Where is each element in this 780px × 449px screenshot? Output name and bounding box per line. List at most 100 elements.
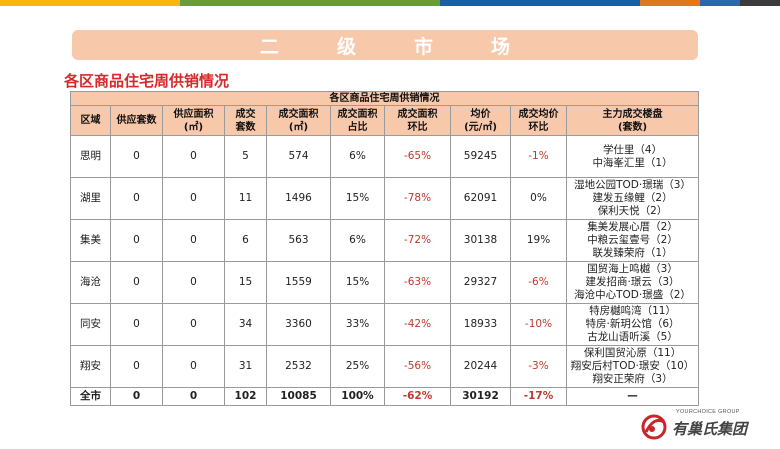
project-item: 特房·新玥公馆（6） (585, 318, 680, 330)
cell-area-share: 15% (330, 261, 385, 304)
project-item: 建发五缘鲤（2） (592, 192, 673, 204)
total-cell-area-share: 100% (330, 387, 385, 406)
column-header-line: 成交 (235, 108, 256, 120)
project-item: 联发臻荣府（1） (592, 247, 673, 259)
column-header: 成交面积 占比 (330, 105, 385, 136)
table-row: 翔安 0 0 31 2532 25% -56% 20244 -3% 保利国贸沁原（11） 翔安后村T… (70, 345, 700, 388)
column-header-line: 环比 (407, 121, 428, 133)
table-row: 同安 0 0 34 3360 33% -42% 18933 -10% 特房樾鸣湾（11） 特房·新玥… (70, 303, 700, 346)
cell-district: 湖里 (70, 177, 111, 220)
column-header: 成交 套数 (224, 105, 267, 136)
table-row: 集美 0 0 6 563 6% -72% 30138 19% 集美发展心厝（2） 中粮云玺壹号（2）… (70, 219, 700, 262)
project-item: 建发招商·璟云（3） (585, 276, 680, 288)
cell-area-mom: -63% (384, 261, 451, 304)
column-header-line: (㎡) (183, 121, 204, 133)
cell-avg-price: 59245 (450, 135, 511, 178)
project-item: 海沧中心TOD·璟盛（2） (574, 289, 691, 301)
cell-supply-area: 0 (162, 219, 225, 262)
table-row: 海沧 0 0 15 1559 15% -63% 29327 -6% 国贸海上鸣樾（3） 建发招商·璟… (70, 261, 700, 304)
column-header: 均价 (元/㎡) (450, 105, 511, 136)
table-row: 湖里 0 0 11 1496 15% -78% 62091 0% 湿地公园TOD·璟瑞（3） 建发五… (70, 177, 700, 220)
cell-deal-area: 3360 (266, 303, 331, 346)
cell-price-mom: -10% (510, 303, 567, 346)
column-header-line: 套数 (235, 121, 256, 133)
cell-supply-area: 0 (162, 261, 225, 304)
cell-avg-price: 29327 (450, 261, 511, 304)
cell-supply-units: 0 (110, 345, 163, 388)
section-title: 各区商品住宅周供销情况 (64, 72, 230, 90)
table-header-row: 区域 供应套数 供应面积 (㎡) 成交 套数 成交面积 (㎡) 成交面积 占比 成交面积 环比 均价 (元… (70, 105, 700, 136)
cell-district: 同安 (70, 303, 111, 346)
column-header: 成交均价 环比 (510, 105, 567, 136)
cell-projects: 湿地公园TOD·璟瑞（3） 建发五缘鲤（2） 保利天悦（2） (565, 177, 700, 220)
total-cell-deal-units: 102 (224, 387, 267, 406)
cell-avg-price: 62091 (450, 177, 511, 220)
column-header-line: 主力成交楼盘 (602, 108, 663, 120)
logo-english: YOURCHOICE GROUP (676, 409, 740, 415)
project-item: 中海峯汇里（1） (592, 156, 673, 169)
column-header: 成交面积 环比 (384, 105, 451, 136)
cell-projects: 国贸海上鸣樾（3） 建发招商·璟云（3） 海沧中心TOD·璟盛（2） (565, 261, 700, 304)
banner-title: 二级市场 (259, 35, 568, 58)
column-header-line: 区域 (80, 115, 101, 126)
project-item: 保利天悦（2） (597, 205, 668, 217)
cell-area-share: 33% (330, 303, 385, 346)
cell-projects: 集美发展心厝（2） 中粮云玺壹号（2） 联发臻荣府（1） (565, 219, 700, 262)
cell-area-share: 15% (330, 177, 385, 220)
cell-price-mom: 0% (510, 177, 567, 220)
cell-area-mom: -56% (384, 345, 451, 388)
cell-area-mom: -78% (384, 177, 451, 220)
cell-area-mom: -65% (384, 135, 451, 178)
top-color-bar (0, 0, 780, 6)
cell-district: 翔安 (70, 345, 111, 388)
supply-sales-table: 各区商品住宅周供销情况 区域 供应套数 供应面积 (㎡) 成交 套数 成交面积 (㎡) 成交面积… (69, 91, 700, 406)
total-cell-projects: — (565, 387, 700, 406)
cell-supply-units: 0 (110, 261, 163, 304)
top-bar-segment (440, 0, 570, 6)
cell-projects: 特房樾鸣湾（11） 特房·新玥公馆（6） 古龙山语听溪（5） (565, 303, 700, 346)
column-header-line: (元/㎡) (464, 121, 497, 133)
table-caption: 各区商品住宅周供销情况 (69, 91, 700, 106)
total-cell-area-mom: -62% (384, 387, 451, 406)
column-header: 区域 (70, 105, 111, 136)
project-item: 集美发展心厝（2） (587, 221, 678, 233)
cell-projects: 保利国贸沁原（11） 翔安后村TOD·璟安（10） 翔安正荣府（3） (565, 345, 700, 388)
cell-avg-price: 20244 (450, 345, 511, 388)
cell-supply-area: 0 (162, 303, 225, 346)
section-banner: 二级市场 (72, 30, 698, 60)
top-bar-segment (320, 0, 440, 6)
cell-supply-units: 0 (110, 177, 163, 220)
cell-price-mom: 19% (510, 219, 567, 262)
company-logo (641, 414, 667, 440)
cell-price-mom: -1% (510, 135, 567, 178)
top-bar-segment (570, 0, 640, 6)
cell-deal-area: 563 (266, 219, 331, 262)
cell-area-share: 6% (330, 135, 385, 178)
cell-deal-units: 11 (224, 177, 267, 220)
column-header-line: 均价 (470, 108, 491, 120)
column-header: 供应套数 (110, 105, 163, 136)
column-header: 供应面积 (㎡) (162, 105, 225, 136)
cell-district: 思明 (70, 135, 111, 178)
cell-district: 海沧 (70, 261, 111, 304)
total-cell-price-mom: -17% (510, 387, 567, 406)
cell-price-mom: -6% (510, 261, 567, 304)
total-cell-supply-area: 0 (162, 387, 225, 406)
table-row: 思明 0 0 5 574 6% -65% 59245 -1% 学仕里（4） 中海峯汇里（1） (70, 135, 700, 178)
cell-avg-price: 30138 (450, 219, 511, 262)
cell-district: 集美 (70, 219, 111, 262)
cell-deal-area: 2532 (266, 345, 331, 388)
cell-supply-area: 0 (162, 135, 225, 178)
column-header-line: 成交面积 (278, 108, 319, 120)
cell-area-share: 6% (330, 219, 385, 262)
cell-deal-units: 5 (224, 135, 267, 178)
cell-deal-area: 1559 (266, 261, 331, 304)
column-header-line: 占比 (347, 121, 368, 133)
top-bar-segment (0, 0, 120, 6)
project-item: 保利国贸沁原（11） (583, 347, 682, 359)
cell-projects: 学仕里（4） 中海峯汇里（1） (565, 135, 700, 178)
column-header-line: (㎡) (288, 121, 309, 133)
top-bar-segment (180, 0, 320, 6)
project-item: 学仕里（4） (602, 143, 663, 156)
column-header-line: 环比 (528, 121, 549, 133)
